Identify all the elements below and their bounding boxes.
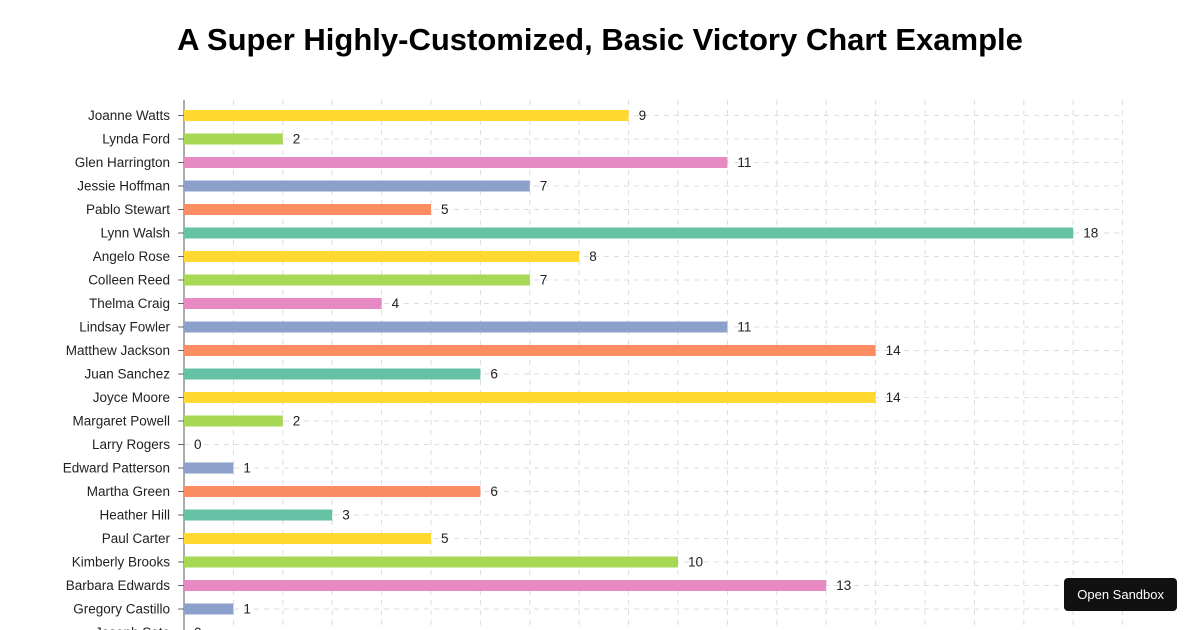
bar — [184, 462, 234, 474]
data-label: 5 — [441, 202, 449, 217]
y-tick-label: Juan Sanchez — [84, 367, 170, 382]
y-tick-label: Edward Patterson — [63, 461, 170, 476]
bar — [184, 415, 283, 427]
data-label: 0 — [194, 437, 202, 452]
data-label: 1 — [243, 461, 251, 476]
y-tick-label: Martha Green — [87, 484, 170, 499]
open-sandbox-button[interactable]: Open Sandbox — [1064, 578, 1177, 611]
bar — [184, 321, 728, 333]
data-label: 6 — [490, 367, 498, 382]
bar — [184, 110, 629, 121]
y-tick-label: Gregory Castillo — [73, 602, 170, 617]
y-tick-label: Heather Hill — [99, 508, 170, 523]
bar — [184, 157, 728, 168]
y-tick-label: Lynda Ford — [102, 132, 170, 147]
bar — [184, 580, 827, 591]
bar — [184, 133, 283, 145]
bar — [184, 274, 530, 286]
bar — [184, 392, 876, 403]
data-label: 5 — [441, 531, 449, 546]
data-label: 2 — [293, 414, 301, 429]
y-tick-label: Angelo Rose — [93, 249, 170, 264]
y-tick-label: Paul Carter — [102, 531, 171, 546]
bar — [184, 180, 530, 192]
y-tick-label: Jessie Hoffman — [77, 179, 170, 194]
y-tick-label: Joanne Watts — [88, 108, 170, 123]
y-tick-label: Margaret Powell — [72, 414, 170, 429]
data-label: 7 — [540, 273, 548, 288]
y-tick-label: Larry Rogers — [92, 437, 170, 452]
y-tick-label: Joyce Moore — [93, 390, 170, 405]
bar — [184, 556, 678, 568]
data-label: 14 — [886, 390, 902, 405]
data-label: 0 — [194, 625, 202, 630]
data-label: 11 — [737, 155, 751, 170]
y-tick-label: Matthew Jackson — [66, 343, 170, 358]
bar — [184, 345, 876, 356]
y-tick-label: Kimberly Brooks — [72, 555, 171, 570]
data-label: 18 — [1083, 226, 1098, 241]
chart-title: A Super Highly-Customized, Basic Victory… — [177, 22, 1023, 57]
data-label: 3 — [342, 508, 350, 523]
bar — [184, 204, 431, 215]
y-tick-label: Pablo Stewart — [86, 202, 170, 217]
y-tick-label: Barbara Edwards — [66, 578, 171, 593]
y-tick-label: Lindsay Fowler — [79, 320, 170, 335]
data-label: 11 — [737, 320, 751, 335]
data-label: 10 — [688, 555, 703, 570]
y-tick-label: Glen Harrington — [75, 155, 170, 170]
data-label: 14 — [886, 343, 902, 358]
bar — [184, 486, 481, 497]
bar — [184, 603, 234, 615]
bar — [184, 227, 1074, 239]
bar — [184, 251, 580, 262]
data-label: 13 — [836, 578, 851, 593]
y-tick-label: Lynn Walsh — [100, 226, 170, 241]
data-label: 8 — [589, 249, 597, 264]
bar — [184, 368, 481, 380]
y-tick-label: Colleen Reed — [88, 273, 170, 288]
data-label: 4 — [392, 296, 400, 311]
data-label: 7 — [540, 179, 548, 194]
y-tick-label: Joseph Soto — [95, 625, 170, 630]
y-tick-label: Thelma Craig — [89, 296, 170, 311]
bar — [184, 533, 431, 544]
data-label: 2 — [293, 132, 301, 147]
bar — [184, 298, 382, 309]
bar — [184, 509, 333, 521]
data-label: 9 — [639, 108, 647, 123]
data-label: 6 — [490, 484, 498, 499]
data-label: 1 — [243, 602, 251, 617]
